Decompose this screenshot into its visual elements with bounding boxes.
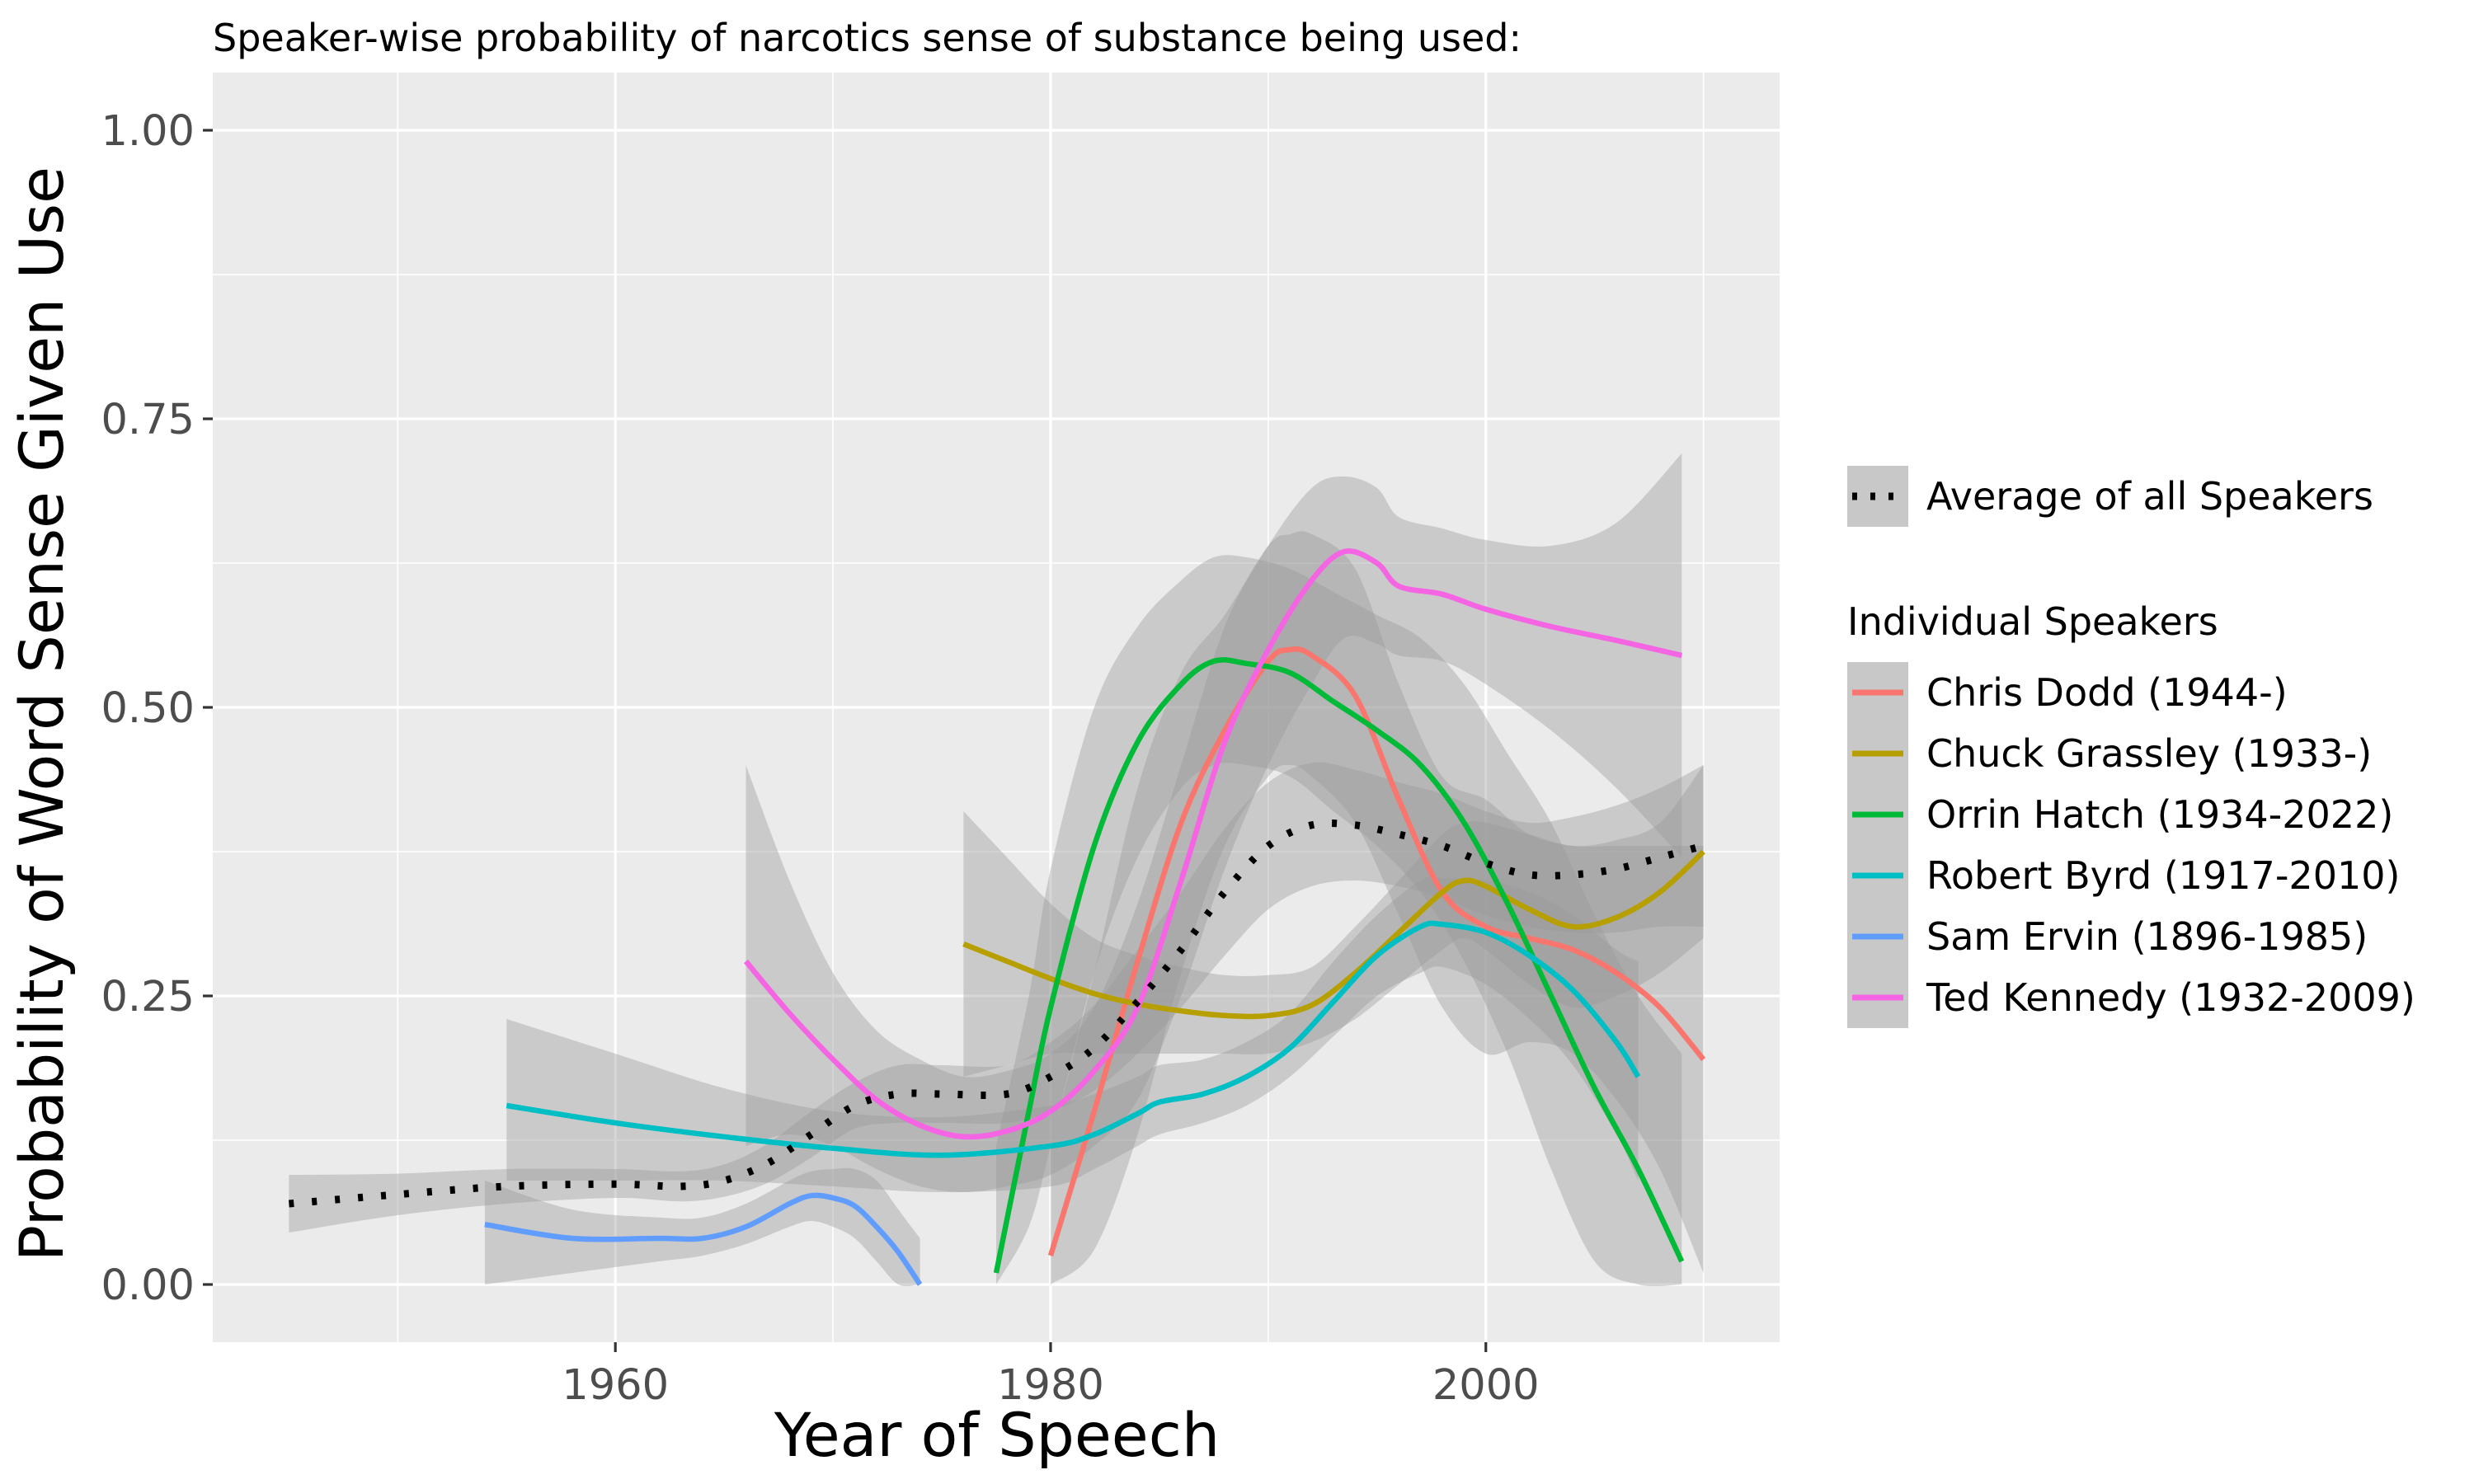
x-tick-label: 2000 [1432, 1361, 1540, 1410]
line-ted-kennedy-1932-2009 [744, 548, 1683, 1140]
series-lines [289, 548, 1706, 1286]
y-tick-label: 0.50 [101, 684, 195, 733]
line-chuck-grassley-1933 [962, 849, 1705, 1020]
line-average-of-all-speakers [289, 819, 1705, 1208]
band-robert-byrd-1917-2010 [506, 876, 1639, 1192]
line-orrin-hatch-1934-2022 [993, 657, 1685, 1274]
legend-label-sam-ervin-1896-1985: Sam Ervin (1896-1985) [1926, 914, 2368, 959]
x-axis: 1960 1980 2000 [562, 1342, 1540, 1410]
legend-key-average [1847, 466, 1908, 527]
y-tick-label: 0.00 [101, 1261, 195, 1310]
legend-label-average: Average of all Speakers [1926, 474, 2373, 519]
legend-title-individual: Individual Speakers [1847, 599, 2218, 644]
legend-label-orrin-hatch-1934-2022: Orrin Hatch (1934-2022) [1926, 792, 2393, 837]
y-tick-label: 0.25 [101, 973, 195, 1021]
band-ted-kennedy-1932-2009 [745, 453, 1682, 1192]
chart-title: Speaker-wise probability of narcotics se… [213, 16, 1522, 60]
y-tick-label: 1.00 [101, 107, 195, 156]
legend-label-robert-byrd-1917-2010: Robert Byrd (1917-2010) [1926, 853, 2400, 898]
band-chuck-grassley-1933 [963, 765, 1704, 1077]
y-axis-title: Probability of Word Sense Given Use [7, 167, 78, 1261]
legend-label-chuck-grassley-1933: Chuck Grassley (1933-) [1926, 731, 2372, 776]
y-axis: 0.00 0.25 0.50 0.75 1.00 [101, 107, 213, 1310]
line-sam-ervin-1896-1985 [484, 1192, 923, 1286]
legend: Average of all Speakers Individual Speake… [1847, 466, 2415, 1028]
x-tick-label: 1960 [562, 1361, 669, 1410]
legend-label-ted-kennedy-1932-2009: Ted Kennedy (1932-2009) [1926, 975, 2415, 1020]
line-chris-dodd-1944 [1047, 646, 1706, 1256]
legend-label-chris-dodd-1944: Chris Dodd (1944-) [1926, 670, 2288, 715]
x-axis-title: Year of Speech [774, 1401, 1220, 1471]
y-tick-label: 0.75 [101, 396, 195, 444]
band-chris-dodd-1944 [1051, 531, 1704, 1284]
grid-lines [213, 73, 1780, 1342]
band-orrin-hatch-1934-2022 [996, 555, 1682, 1287]
line-robert-byrd-1917-2010 [506, 920, 1641, 1158]
band-average-of-all-speakers [289, 762, 1704, 1233]
x-tick-label: 1980 [997, 1361, 1104, 1410]
